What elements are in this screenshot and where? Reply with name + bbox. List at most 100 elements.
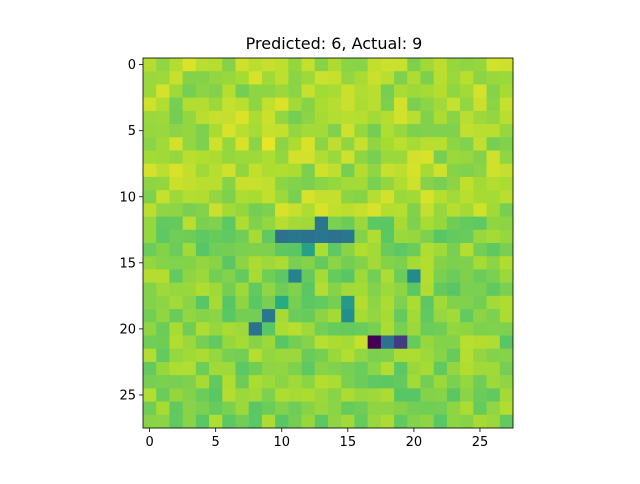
heatmap-cell: [209, 375, 223, 389]
heatmap-cell: [314, 84, 329, 98]
heatmap-cell: [446, 163, 461, 178]
heatmap-cell: [222, 282, 236, 297]
heatmap-cell: [209, 203, 223, 217]
heatmap-cell: [248, 361, 263, 376]
heatmap-cell: [380, 269, 395, 283]
heatmap-cell: [314, 348, 329, 363]
heatmap-cell: [460, 229, 474, 244]
heatmap-cell: [380, 124, 395, 138]
heatmap-cell: [486, 110, 501, 125]
heatmap-cell: [261, 216, 276, 231]
heatmap-cell: [195, 110, 210, 125]
heatmap-cell: [314, 309, 329, 323]
heatmap-cell: [288, 361, 302, 376]
heatmap-cell: [394, 388, 408, 402]
heatmap-cell: [182, 150, 197, 165]
heatmap-cell: [301, 295, 316, 310]
heatmap-cell: [209, 71, 223, 85]
heatmap-cell: [288, 216, 302, 231]
heatmap-cell: [473, 97, 487, 112]
heatmap-cell: [275, 361, 289, 376]
heatmap-cell: [460, 401, 474, 416]
heatmap-cell: [288, 71, 302, 85]
heatmap-cell: [367, 243, 382, 257]
heatmap-cell: [209, 295, 223, 310]
heatmap-cell: [473, 348, 487, 363]
heatmap-cell: [341, 229, 355, 244]
heatmap-cell: [446, 216, 461, 231]
heatmap-cell: [446, 282, 461, 297]
heatmap-cell: [235, 348, 250, 363]
heatmap-cell: [169, 335, 183, 350]
heatmap-cell: [182, 282, 197, 297]
heatmap-cell: [486, 163, 501, 178]
heatmap-cell: [222, 58, 236, 72]
heatmap-cell: [195, 229, 210, 244]
heatmap-cell: [143, 282, 157, 297]
heatmap-cell: [473, 375, 487, 389]
heatmap-cell: [301, 348, 316, 363]
heatmap-cell: [354, 216, 368, 231]
heatmap-cell: [328, 97, 342, 112]
heatmap-cell: [394, 256, 408, 270]
heatmap-cell: [499, 309, 514, 323]
heatmap-cell: [460, 124, 474, 138]
heatmap-cell: [354, 256, 368, 270]
heatmap-cell: [169, 243, 183, 257]
heatmap-cell: [275, 309, 289, 323]
heatmap-cell: [235, 190, 250, 204]
heatmap-cell: [394, 150, 408, 165]
heatmap-cell: [460, 190, 474, 204]
heatmap-cell: [301, 375, 316, 389]
heatmap-cell: [222, 71, 236, 85]
heatmap-cell: [222, 84, 236, 98]
y-tick-label: 0: [128, 58, 136, 73]
heatmap-cell: [433, 388, 448, 402]
heatmap-cell: [473, 229, 487, 244]
heatmap-cell: [261, 401, 276, 416]
heatmap-cell: [473, 335, 487, 350]
heatmap-cell: [195, 309, 210, 323]
heatmap-cell: [314, 176, 329, 191]
heatmap-cell: [275, 71, 289, 85]
heatmap-cell: [314, 401, 329, 416]
heatmap-cell: [209, 348, 223, 363]
heatmap-cell: [328, 203, 342, 217]
heatmap-cell: [328, 414, 342, 429]
heatmap-cell: [222, 110, 236, 125]
heatmap-cell: [261, 322, 276, 336]
heatmap-cell: [460, 163, 474, 178]
heatmap-cell: [446, 269, 461, 283]
heatmap-cell: [420, 150, 435, 165]
heatmap-cell: [301, 124, 316, 138]
x-tick-label: 25: [472, 435, 489, 450]
heatmap-cell: [169, 137, 183, 151]
heatmap-cell: [407, 71, 421, 85]
heatmap-cell: [288, 348, 302, 363]
heatmap-cell: [460, 110, 474, 125]
heatmap-cell: [367, 309, 382, 323]
heatmap-cell: [446, 322, 461, 336]
heatmap-cell: [248, 243, 263, 257]
heatmap-cell: [182, 124, 197, 138]
heatmap-cell: [275, 124, 289, 138]
heatmap-cell: [235, 84, 250, 98]
heatmap-cell: [460, 295, 474, 310]
heatmap-cell: [380, 203, 395, 217]
heatmap-cell: [288, 203, 302, 217]
heatmap-cell: [473, 322, 487, 336]
heatmap-cell: [446, 361, 461, 376]
heatmap-cell: [156, 163, 170, 178]
heatmap-cell: [420, 295, 435, 310]
heatmap-cell: [341, 190, 355, 204]
heatmap-cell: [156, 229, 170, 244]
heatmap-cell: [499, 335, 514, 350]
heatmap-cell: [367, 414, 382, 429]
heatmap-cell: [288, 58, 302, 72]
heatmap-cell: [367, 229, 382, 244]
heatmap-cell: [460, 282, 474, 297]
heatmap-cell: [143, 229, 157, 244]
heatmap-cell: [380, 58, 395, 72]
heatmap-cell: [407, 375, 421, 389]
